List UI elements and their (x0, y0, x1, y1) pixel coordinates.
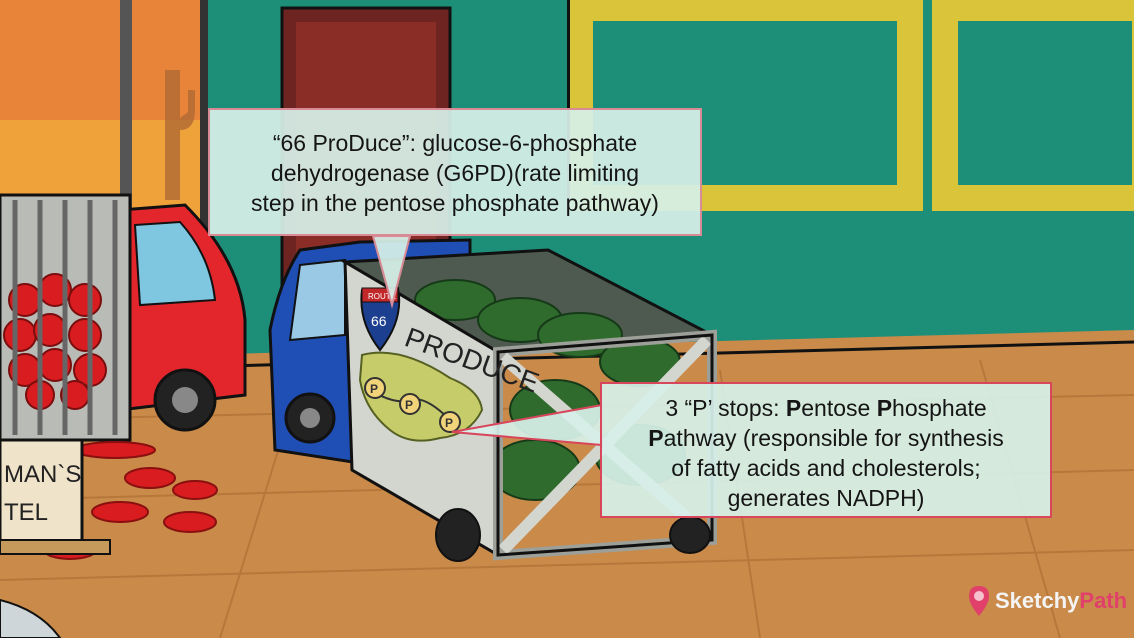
logo-text: SketchyPath (995, 588, 1128, 613)
callout-g6pd-line-1: “66 ProDuce”: glucose-6-phosphate (272, 130, 638, 156)
brain-pin-icon (969, 586, 989, 616)
route-shield-number: 66 (371, 313, 387, 329)
route-shield-label: ROUTE (368, 292, 396, 301)
yellow-window-frames (567, 0, 1134, 211)
callout-g6pd-line-3: step in the pentose phosphate pathway) (251, 190, 659, 216)
callout-ppp-line-2: Pathway (responsible for synthesis (648, 425, 1004, 451)
motel-sign: MAN`S TEL (0, 438, 111, 638)
map-stop-3: P (445, 416, 453, 430)
callout-g6pd-line-2: dehydrogenase (G6PD)(rate limiting (270, 160, 640, 186)
motel-sign-line1: MAN`S (4, 461, 81, 488)
callout-g6pd: “66 ProDuce”: glucose-6-phosphate dehydr… (208, 108, 702, 236)
red-truck (0, 193, 247, 442)
map-stop-2: P (405, 398, 413, 412)
motel-sign-line2: TEL (4, 499, 48, 526)
callout-pentose-phosphate: 3 “P’ stops: Pentose Phosphate Pathway (… (600, 382, 1052, 518)
callout-ppp-line-1: 3 “P’ stops: Pentose Phosphate (665, 395, 987, 421)
sketchypath-logo: SketchyPath (967, 584, 1127, 618)
callout-ppp-line-3: of fatty acids and cholesterols; (671, 455, 981, 481)
map-stop-1: P (370, 382, 378, 396)
callout-ppp-line-4: generates NADPH) (727, 485, 925, 511)
produce-crate: P P P ROUTE 66 PRODUCE (339, 248, 718, 562)
